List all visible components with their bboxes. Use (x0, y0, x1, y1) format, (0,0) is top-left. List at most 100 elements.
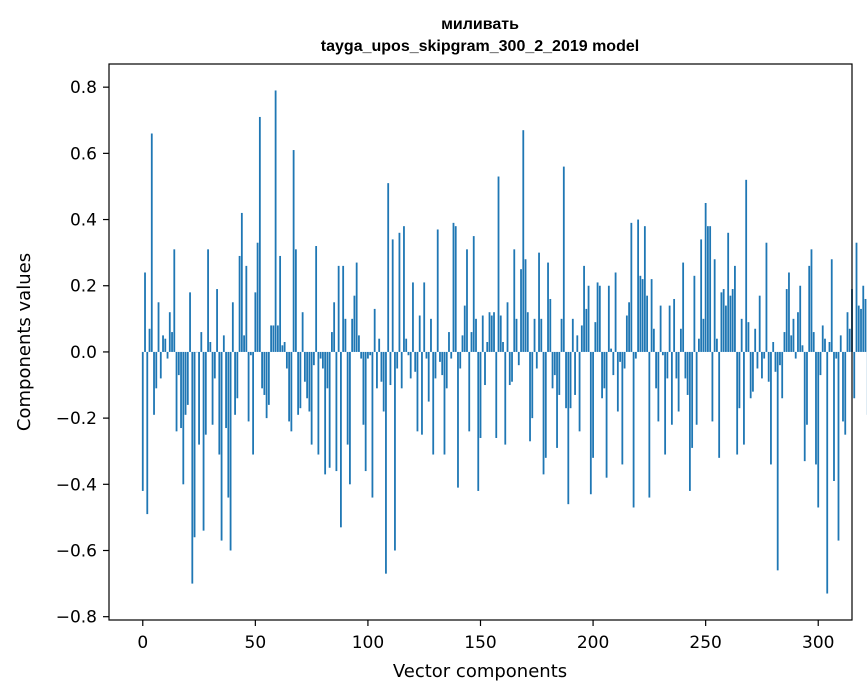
bar (310, 351, 313, 445)
bar (486, 342, 489, 352)
bar (657, 351, 660, 422)
bar (240, 212, 243, 352)
bar (445, 351, 448, 389)
bar (763, 351, 766, 359)
bar (229, 351, 232, 551)
bar (621, 351, 624, 465)
bar (376, 351, 378, 389)
bar (297, 351, 300, 415)
bar (614, 272, 617, 352)
bar (371, 351, 374, 498)
bar (288, 351, 291, 422)
bar (184, 351, 187, 415)
bar (803, 351, 806, 462)
bar (538, 252, 540, 352)
bar (821, 325, 824, 352)
bar (833, 351, 835, 481)
bar (301, 312, 304, 352)
bar (767, 351, 770, 382)
bar (711, 351, 714, 422)
bar (180, 351, 182, 429)
bar (731, 289, 734, 352)
bar (839, 335, 842, 352)
bar (862, 285, 865, 352)
bar (216, 289, 218, 352)
bar (646, 295, 649, 352)
bar (358, 335, 360, 352)
bar (189, 292, 191, 352)
bar (720, 292, 723, 352)
bar (740, 318, 743, 352)
bar (702, 318, 705, 352)
bar (522, 130, 525, 352)
bar (238, 255, 241, 352)
bar (639, 275, 642, 352)
bar (682, 262, 685, 352)
bar (652, 328, 655, 352)
bar (743, 351, 745, 445)
bar (227, 351, 230, 498)
bar (578, 351, 581, 432)
bar (495, 351, 498, 438)
bar (835, 351, 838, 359)
bar (756, 351, 759, 369)
bar (261, 351, 263, 389)
x-tick-label: 100 (352, 633, 384, 653)
bar (457, 351, 459, 488)
plot-area-frame (108, 63, 853, 621)
bar (367, 351, 369, 359)
bar (630, 222, 633, 352)
bar (421, 351, 423, 435)
bar (592, 351, 594, 458)
bar (700, 239, 703, 352)
bar (637, 219, 640, 352)
bar (150, 133, 153, 352)
bar (461, 335, 464, 352)
bar (328, 351, 331, 468)
x-axis-label: Vector components (393, 661, 567, 682)
y-tick-label: −0.2 (56, 409, 97, 429)
bar (247, 351, 250, 422)
bar (263, 351, 266, 395)
bar (673, 298, 676, 352)
bar (403, 226, 405, 352)
bar (589, 351, 592, 495)
bar (571, 318, 574, 352)
bar (583, 265, 585, 352)
bar (634, 351, 637, 359)
bar (529, 351, 531, 442)
bar (153, 351, 155, 415)
bar (675, 351, 678, 379)
bar (439, 351, 441, 362)
bar (204, 351, 207, 435)
bar (679, 328, 682, 352)
bar (747, 322, 750, 352)
bar (306, 351, 309, 399)
bar (551, 351, 554, 389)
bar (668, 305, 671, 352)
bar (484, 351, 486, 386)
chart-title: миливать (441, 16, 519, 33)
bar (364, 351, 367, 472)
bar (558, 351, 561, 395)
bar (797, 312, 799, 352)
bar (427, 351, 430, 402)
bar (389, 351, 392, 386)
bar (245, 265, 248, 352)
bar (562, 166, 565, 352)
bar (567, 351, 570, 505)
bar (785, 289, 788, 352)
bar (285, 351, 288, 369)
bar (186, 351, 189, 405)
bar (686, 351, 689, 395)
bar (173, 249, 176, 352)
bar (283, 342, 286, 352)
bar (612, 351, 615, 376)
bar (770, 351, 772, 465)
bar (844, 351, 847, 435)
y-axis-label: Components values (14, 253, 35, 431)
bar (279, 255, 282, 352)
bar (817, 351, 820, 508)
bar (159, 351, 162, 379)
bar (191, 351, 194, 584)
